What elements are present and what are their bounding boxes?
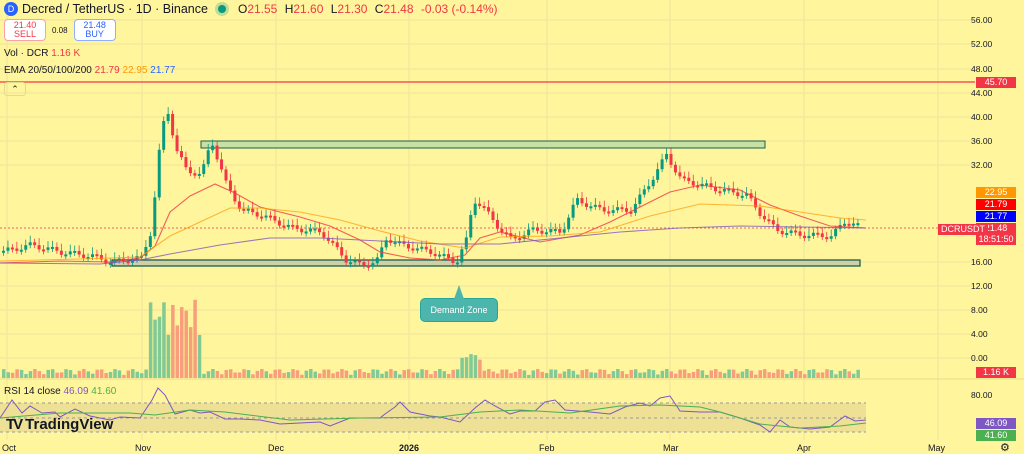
- ema-legend[interactable]: EMA 20/50/100/200 21.79 22.95 21.77: [4, 65, 176, 76]
- rsi-tag: 46.09: [976, 418, 1016, 429]
- tradingview-logo[interactable]: TV TradingView: [6, 416, 114, 433]
- collapse-legend-button[interactable]: ⌃: [4, 82, 26, 96]
- rsi-ma-tag: 41.60: [976, 430, 1016, 441]
- ohlc-values: O21.55 H21.60 L21.30 C21.48 -0.03 (-0.14…: [237, 2, 498, 16]
- spread-value: 0.08: [52, 25, 68, 35]
- bar-countdown: 18:51:50: [978, 234, 1014, 244]
- tradingview-logo-icon: TV: [6, 416, 23, 433]
- symbol-price-label: DCRUSDT: [938, 224, 988, 235]
- symbol-title[interactable]: Decred / TetherUS · 1D · Binance: [22, 2, 208, 16]
- decred-logo-icon: D: [4, 2, 18, 16]
- buy-button[interactable]: 21.48 BUY: [73, 19, 116, 41]
- ema20-price-tag: 21.79: [976, 199, 1016, 210]
- price-change: -0.03 (-0.14%): [420, 2, 498, 16]
- symbol-legend: D Decred / TetherUS · 1D · Binance O21.5…: [4, 2, 502, 16]
- chevron-up-icon: ⌃: [11, 83, 19, 94]
- volume-tag: 1.16 K: [976, 367, 1016, 378]
- ema100-price-tag: 21.77: [976, 211, 1016, 222]
- ema50-price-tag: 22.95: [976, 187, 1016, 198]
- buy-sell-panel: 21.40 SELL 0.08 21.48 BUY: [4, 19, 116, 41]
- market-open-icon: [217, 5, 226, 13]
- resistance-price-tag: 45.70: [976, 77, 1016, 88]
- rsi-legend[interactable]: RSI 14 close 46.09 41.60: [4, 386, 117, 397]
- demand-zone-callout[interactable]: Demand Zone: [420, 285, 498, 322]
- sell-button[interactable]: 21.40 SELL: [4, 19, 46, 41]
- volume-legend[interactable]: Vol · DCR 1.16 K: [4, 48, 81, 59]
- settings-gear-icon[interactable]: ⚙: [1000, 442, 1010, 454]
